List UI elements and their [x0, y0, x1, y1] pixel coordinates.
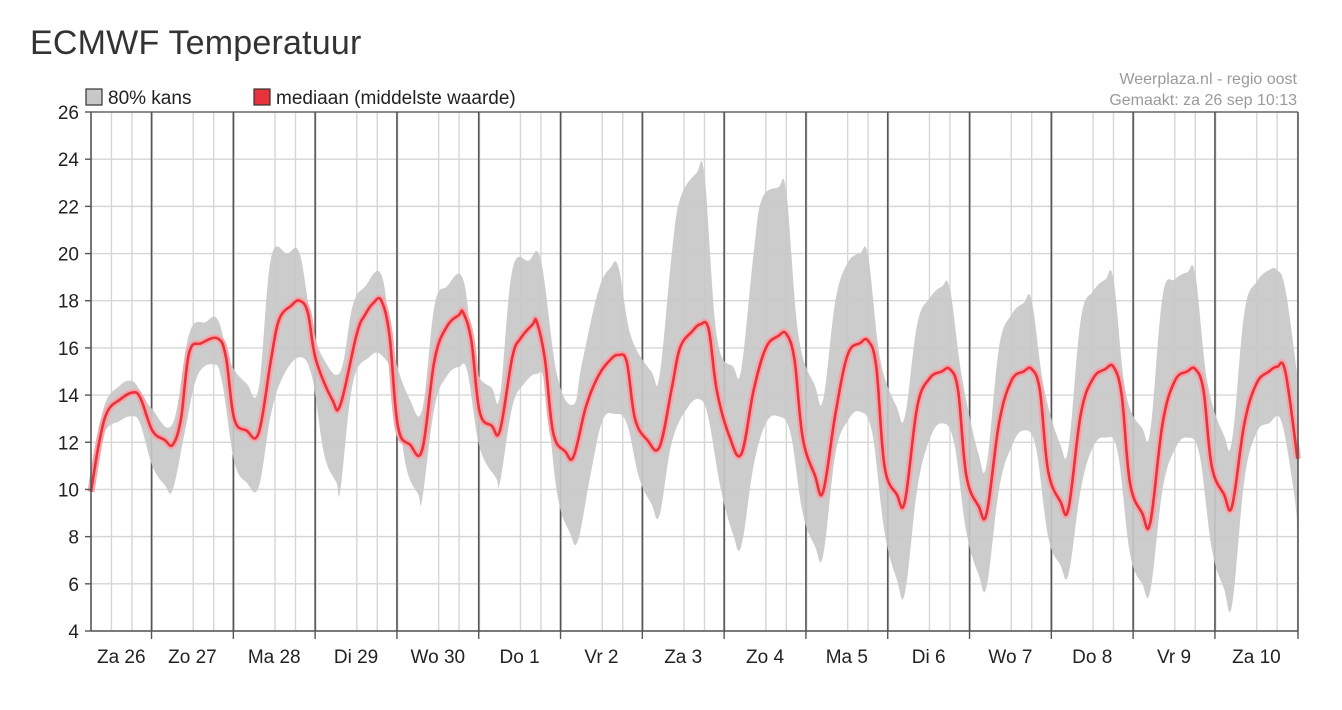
legend-swatch-median — [253, 88, 271, 106]
legend-swatch-band — [85, 88, 103, 106]
y-tick-label: 8 — [68, 528, 79, 549]
y-tick-label: 22 — [58, 197, 79, 218]
y-tick-label: 24 — [58, 150, 80, 171]
x-tick-label: Vr 2 — [584, 647, 618, 668]
legend-label-band: 80% kans — [108, 88, 191, 109]
y-tick-label: 12 — [58, 433, 79, 454]
x-tick-label: Za 26 — [97, 647, 146, 668]
x-tick-label: Do 1 — [500, 647, 540, 668]
x-tick-label: Ma 28 — [248, 647, 301, 668]
y-tick-label: 4 — [68, 622, 79, 643]
x-tick-label: Wo 7 — [988, 647, 1032, 668]
axes-layer — [90, 111, 1299, 632]
median-line — [89, 296, 1299, 531]
x-tick-label: Za 3 — [664, 647, 702, 668]
y-tick-label: 26 — [58, 103, 79, 124]
y-tick-label: 20 — [58, 245, 79, 266]
x-tick-label: Wo 30 — [411, 647, 466, 668]
x-tick-label: Vr 9 — [1157, 647, 1191, 668]
source-line-1: Weerplaza.nl - regio oost — [1119, 71, 1297, 88]
x-tick-label: Zo 4 — [746, 647, 784, 668]
legend-label-median: mediaan (middelste waarde) — [276, 88, 516, 109]
source-credit: Weerplaza.nl - regio oost Gemaakt: za 26… — [1109, 71, 1297, 109]
x-tick-label: Di 6 — [912, 647, 946, 668]
band-80pct-area — [91, 160, 1298, 613]
x-tick-labels: Za 26 Zo 27 Ma 28 Di 29 Wo 30 Do 1 Vr 2 Za 3 Zo … — [97, 631, 1299, 668]
legend: 80% kans mediaan (middelste waarde) — [85, 88, 516, 109]
x-tick-label: Ma 5 — [826, 647, 868, 668]
y-tick-label: 14 — [58, 386, 80, 407]
x-tick-label: Do 8 — [1072, 647, 1112, 668]
y-tick-label: 16 — [58, 339, 79, 360]
y-tick-label: 10 — [58, 480, 79, 501]
x-tick-label: Za 10 — [1232, 647, 1281, 668]
source-line-2: Gemaakt: za 26 sep 10:13 — [1109, 92, 1297, 109]
y-tick-label: 6 — [68, 575, 79, 596]
y-tick-labels: 4 6 8 10 12 14 16 18 20 22 24 26 — [58, 103, 91, 643]
x-tick-label: Zo 27 — [168, 647, 217, 668]
page-title: ECMWF Temperatuur — [30, 24, 362, 62]
x-tick-label: Di 29 — [334, 647, 378, 668]
y-tick-label: 18 — [58, 292, 79, 313]
